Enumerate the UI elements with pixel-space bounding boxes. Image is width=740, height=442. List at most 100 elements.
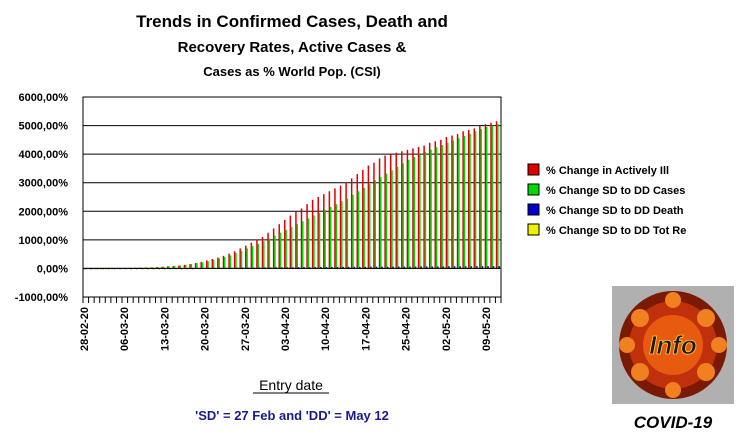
y-tick-label: 1000,00% [18, 235, 68, 247]
bar [207, 261, 209, 269]
bar [440, 139, 442, 269]
bar [286, 267, 289, 269]
bar [275, 267, 277, 269]
y-tick-label: 6000,00% [18, 92, 68, 104]
bar [437, 266, 439, 269]
bar [446, 142, 449, 269]
bar [272, 228, 275, 269]
x-tick-label: 02-05-20 [441, 307, 453, 351]
bar [212, 259, 215, 269]
bar [302, 221, 304, 269]
bar [386, 266, 389, 269]
bar [189, 264, 191, 269]
bar [172, 266, 175, 269]
bar [329, 207, 332, 269]
legend-label: % Change SD to DD Tot Re [546, 225, 686, 237]
bar [178, 265, 180, 269]
x-tick-label: 20-03-20 [200, 307, 212, 351]
y-tick-label: 5000,00% [18, 121, 68, 133]
bar [296, 224, 298, 269]
bar [495, 121, 498, 269]
bar [389, 154, 392, 269]
legend-label: % Change SD to DD Death [546, 205, 684, 217]
bar [473, 128, 476, 269]
bar [257, 243, 259, 269]
virus-spike [631, 309, 649, 327]
bar [490, 122, 492, 269]
virus-spike [697, 309, 715, 327]
bar [335, 204, 337, 269]
bar [334, 188, 336, 269]
legend-swatch [527, 223, 540, 236]
bar [311, 199, 314, 269]
bar [463, 135, 466, 269]
bar [206, 260, 208, 269]
bar [328, 191, 331, 269]
bar [211, 259, 214, 269]
bar [413, 157, 416, 269]
y-tick-label: 0,00% [37, 263, 68, 275]
virus-spike [665, 382, 681, 398]
bar [498, 266, 500, 269]
bar [491, 125, 494, 269]
bar [320, 267, 322, 269]
bar [424, 151, 427, 269]
x-tick-label: 27-03-20 [240, 307, 252, 351]
bar [325, 267, 328, 269]
x-axis-ticks: 28-02-20 06-03-20 13-03-20 20-03-20 27-03-20… [79, 297, 502, 351]
bar [268, 238, 271, 269]
bar [470, 266, 473, 269]
chart-title-line-3: Cases as % World Pop. (CSI) [203, 64, 380, 79]
bar [289, 215, 292, 269]
bar [284, 219, 286, 269]
bar [445, 137, 448, 269]
bar [229, 255, 232, 269]
bar [398, 266, 400, 269]
bar [414, 266, 417, 269]
bar [155, 267, 158, 269]
bar [306, 204, 308, 269]
bar [362, 169, 364, 269]
bar [352, 194, 354, 269]
y-tick-label: -1000,00% [15, 292, 68, 304]
bar [384, 155, 386, 269]
bar [339, 185, 342, 269]
legend-label: % Change SD to DD Cases [546, 185, 685, 197]
bar [167, 266, 169, 269]
bar [380, 177, 382, 269]
bar [281, 267, 283, 269]
bar [267, 232, 269, 269]
bar [458, 138, 460, 269]
bar [279, 232, 282, 269]
bar [261, 237, 264, 269]
bar [479, 125, 481, 269]
bars [83, 121, 502, 270]
bar [173, 265, 176, 269]
x-tick-label: 10-04-20 [320, 307, 332, 351]
bar [218, 258, 220, 269]
logo-caption: COVID-19 [634, 413, 713, 432]
bar [425, 266, 428, 269]
bar [359, 266, 361, 269]
bar [285, 229, 287, 269]
bar [290, 227, 293, 269]
legend-swatch [527, 183, 540, 196]
bar [190, 264, 193, 269]
bar [419, 154, 421, 269]
bar [423, 145, 425, 269]
bar [378, 158, 381, 269]
bar [373, 162, 375, 269]
bar [240, 250, 243, 269]
bar [497, 124, 499, 269]
bar [441, 145, 443, 269]
bar [346, 198, 349, 269]
bar [353, 266, 356, 269]
bar [297, 267, 300, 269]
bar [228, 253, 230, 269]
bar [451, 135, 453, 269]
bar [250, 242, 253, 269]
bar [336, 267, 339, 269]
bar [385, 173, 388, 269]
covid-info-logo: Info [612, 286, 734, 404]
bar [295, 211, 297, 269]
